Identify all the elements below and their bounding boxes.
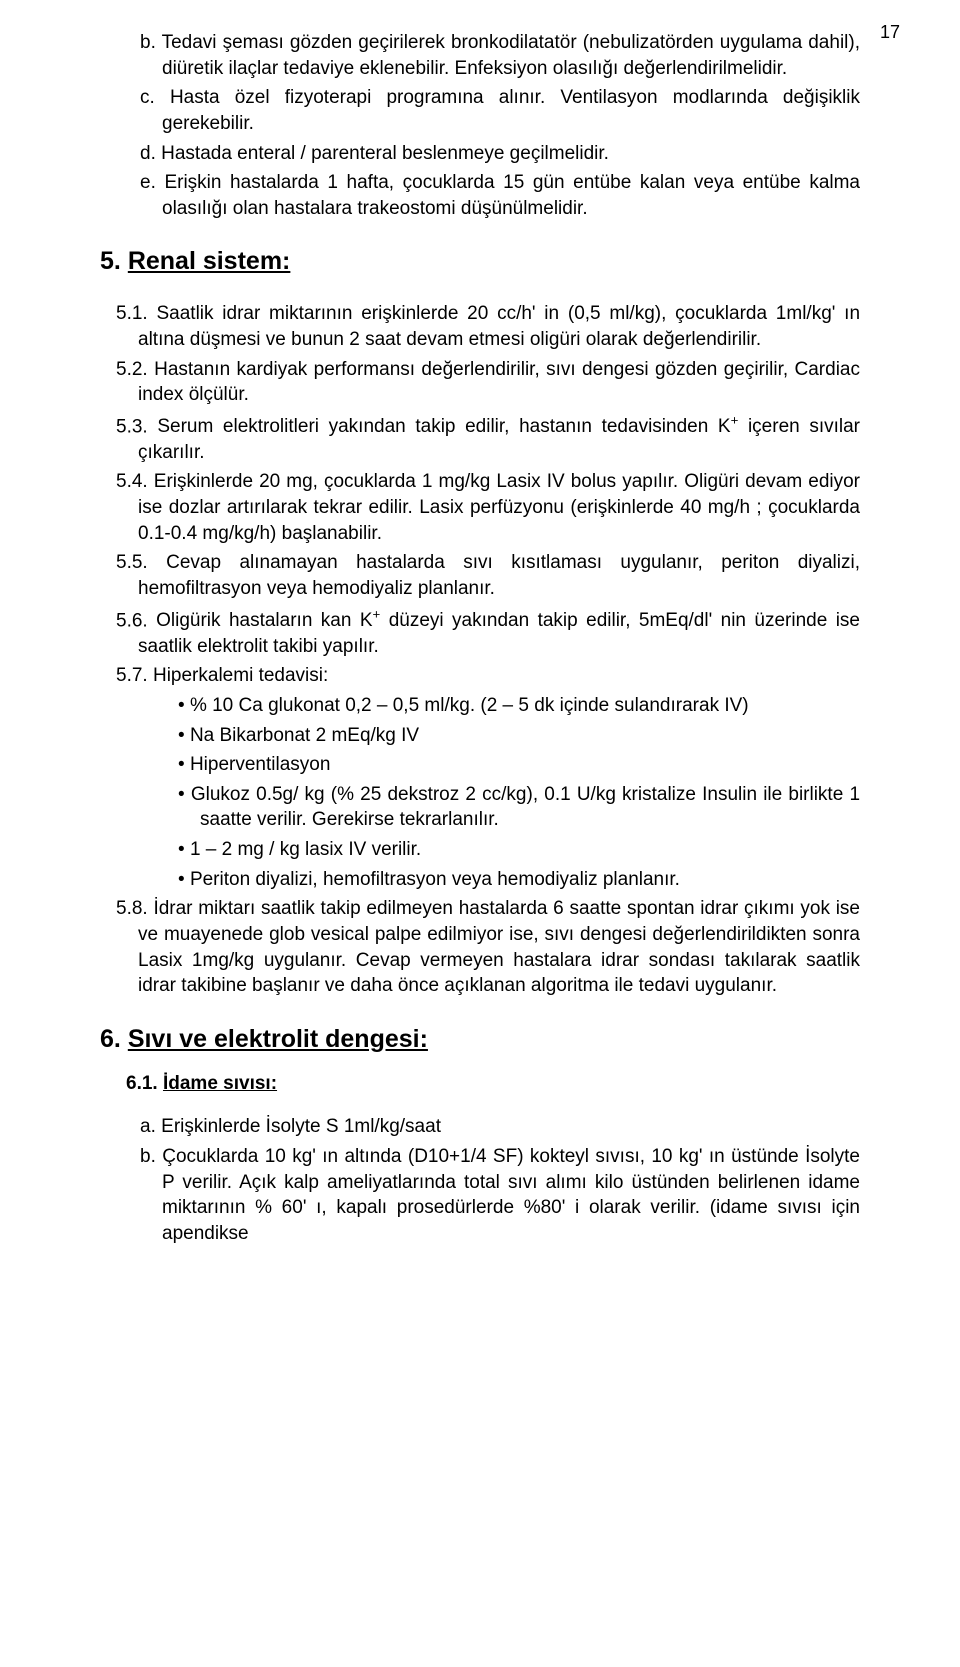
section-5-heading: 5. Renal sistem:: [100, 245, 860, 279]
section-number: 5.: [100, 247, 121, 275]
item-label: d.: [140, 143, 156, 164]
bullet-text: Na Bikarbonat 2 mEq/kg IV: [190, 725, 419, 746]
subsection-6-1-heading: 6.1. İdame sıvısı:: [126, 1071, 860, 1097]
bullet-item: • Na Bikarbonat 2 mEq/kg IV: [200, 723, 860, 749]
bullet-item: • Glukoz 0.5g/ kg (% 25 dekstroz 2 cc/kg…: [200, 782, 860, 833]
item-label: e.: [140, 172, 156, 193]
bullet-text: Periton diyalizi, hemofiltrasyon veya he…: [190, 869, 680, 890]
item-text: İdrar miktarı saatlik takip edilmeyen ha…: [138, 898, 860, 996]
list-item: 5.3. Serum elektrolitleri yakından takip…: [138, 412, 860, 466]
item-label: 5.8.: [116, 898, 148, 919]
section-number: 6.: [100, 1025, 121, 1053]
section-6-list: a. Erişkinlerde İsolyte S 1ml/kg/saat b.…: [100, 1114, 860, 1246]
item-text: Saatlik idrar miktarının erişkinlerde 20…: [138, 303, 860, 350]
item-text: Hastada enteral / parenteral beslenmeye …: [161, 143, 609, 164]
bullet-icon: •: [178, 839, 185, 860]
bullet-text: 1 – 2 mg / kg lasix IV verilir.: [190, 839, 421, 860]
bullet-item: • 1 – 2 mg / kg lasix IV verilir.: [200, 837, 860, 863]
list-item: c. Hasta özel fizyoterapi programına alı…: [162, 85, 860, 136]
top-list: b. Tedavi şeması gözden geçirilerek bron…: [100, 30, 860, 221]
item-text: Hasta özel fizyoterapi programına alınır…: [162, 87, 860, 134]
item-label: 5.5.: [116, 552, 148, 573]
section-title: Sıvı ve elektrolit dengesi:: [128, 1025, 428, 1053]
bullet-icon: •: [178, 725, 185, 746]
item-label: c.: [140, 87, 155, 108]
section-5-list: 5.1. Saatlik idrar miktarının erişkinler…: [100, 301, 860, 999]
item-text: Serum elektrolitleri yakından takip edil…: [138, 416, 860, 463]
item-label: 5.1.: [116, 303, 148, 324]
list-item: 5.6. Oligürik hastaların kan K+ düzeyi y…: [138, 606, 860, 660]
subsection-number: 6.1.: [126, 1073, 158, 1094]
bullet-text: Glukoz 0.5g/ kg (% 25 dekstroz 2 cc/kg),…: [191, 784, 860, 831]
list-item: e. Erişkin hastalarda 1 hafta, çocuklard…: [162, 170, 860, 221]
item-text: Oligürik hastaların kan K+ düzeyi yakınd…: [138, 610, 860, 657]
list-item: 5.7. Hiperkalemi tedavisi:: [138, 663, 860, 689]
list-item: 5.2. Hastanın kardiyak performansı değer…: [138, 357, 860, 408]
item-text: Erişkinlerde 20 mg, çocuklarda 1 mg/kg L…: [138, 471, 860, 543]
bullet-icon: •: [178, 754, 185, 775]
item-label: b.: [140, 1146, 156, 1167]
bullet-item: • Periton diyalizi, hemofiltrasyon veya …: [200, 867, 860, 893]
bullet-item: • Hiperventilasyon: [200, 752, 860, 778]
bullet-icon: •: [178, 695, 185, 716]
list-item: 5.4. Erişkinlerde 20 mg, çocuklarda 1 mg…: [138, 469, 860, 546]
item-text: Çocuklarda 10 kg' ın altında (D10+1/4 SF…: [162, 1146, 860, 1244]
section-title: Renal sistem:: [128, 247, 291, 275]
item-label: a.: [140, 1116, 156, 1137]
item-label: 5.6.: [116, 610, 148, 631]
list-item: b. Tedavi şeması gözden geçirilerek bron…: [162, 30, 860, 81]
item-text: Erişkinlerde İsolyte S 1ml/kg/saat: [161, 1116, 441, 1137]
section-6-heading: 6. Sıvı ve elektrolit dengesi:: [100, 1023, 860, 1057]
bullet-text: % 10 Ca glukonat 0,2 – 0,5 ml/kg. (2 – 5…: [190, 695, 749, 716]
list-item: 5.1. Saatlik idrar miktarının erişkinler…: [138, 301, 860, 352]
item-label: b.: [140, 32, 156, 53]
item-label: 5.3.: [116, 416, 148, 437]
item-label: 5.7.: [116, 665, 148, 686]
document-page: 17 b. Tedavi şeması gözden geçirilerek b…: [0, 0, 960, 1667]
item-text: Cevap alınamayan hastalarda sıvı kısıtla…: [138, 552, 860, 599]
item-label: 5.4.: [116, 471, 148, 492]
subsection-title: İdame sıvısı:: [163, 1073, 277, 1094]
bullet-icon: •: [178, 784, 185, 805]
item-text: Hiperkalemi tedavisi:: [153, 665, 328, 686]
item-text: Hastanın kardiyak performansı değerlendi…: [138, 359, 860, 406]
bullet-icon: •: [178, 869, 185, 890]
list-item: d. Hastada enteral / parenteral beslenme…: [162, 141, 860, 167]
page-number: 17: [880, 20, 900, 44]
item-label: 5.2.: [116, 359, 148, 380]
list-item: 5.5. Cevap alınamayan hastalarda sıvı kı…: [138, 550, 860, 601]
list-item: b. Çocuklarda 10 kg' ın altında (D10+1/4…: [162, 1144, 860, 1247]
list-item: 5.8. İdrar miktarı saatlik takip edilmey…: [138, 896, 860, 999]
bullet-item: • % 10 Ca glukonat 0,2 – 0,5 ml/kg. (2 –…: [200, 693, 860, 719]
bullet-text: Hiperventilasyon: [190, 754, 330, 775]
list-item: a. Erişkinlerde İsolyte S 1ml/kg/saat: [162, 1114, 860, 1140]
item-text: Tedavi şeması gözden geçirilerek bronkod…: [162, 32, 860, 79]
item-text: Erişkin hastalarda 1 hafta, çocuklarda 1…: [162, 172, 860, 219]
